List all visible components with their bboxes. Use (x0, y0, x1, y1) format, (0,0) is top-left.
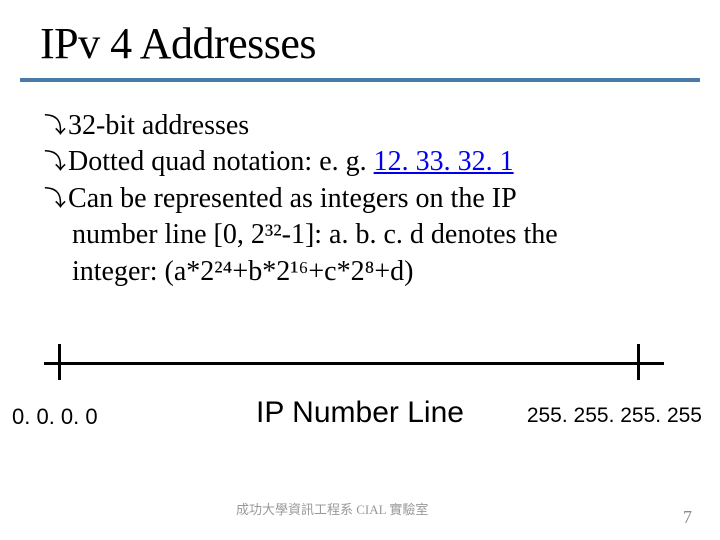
bullet-item: ⤵32-bit addresses (44, 108, 664, 144)
bullet-text: 32-bit addresses (68, 110, 249, 141)
bullet-icon: ⤵ (44, 149, 66, 174)
number-line-tick-right (637, 344, 640, 380)
example-ip-link[interactable]: 12. 33. 32. 1 (374, 146, 514, 177)
bullet-item: ⤵Dotted quad notation: e. g. 12. 33. 32.… (44, 144, 664, 180)
bullet-item: ⤵Can be represented as integers on the I… (44, 181, 664, 217)
page-number: 7 (683, 507, 692, 528)
bullet-text-cont: integer: (a*2²⁴+b*2¹⁶+c*2⁸+d) (44, 254, 664, 290)
slide-title: IPv 4 Addresses (40, 18, 316, 69)
bullet-icon: ⤵ (44, 113, 66, 138)
bullet-text: Dotted quad notation: e. g. (68, 146, 374, 177)
number-line-tick-left (58, 344, 61, 380)
bullet-text: Can be represented as integers on the IP (68, 183, 517, 214)
number-line-axis (44, 362, 664, 365)
footer-credit: 成功大學資訊工程系 CIAL 實驗室 (236, 499, 428, 518)
bullet-icon: ⤵ (44, 186, 66, 211)
bullet-list: ⤵32-bit addresses ⤵Dotted quad notation:… (44, 108, 664, 290)
bullet-text-cont: number line [0, 2³²-1]: a. b. c. d denot… (44, 217, 664, 253)
title-underline (20, 78, 700, 82)
number-line-end-label: 255. 255. 255. 255 (527, 404, 702, 428)
number-line (44, 344, 664, 384)
